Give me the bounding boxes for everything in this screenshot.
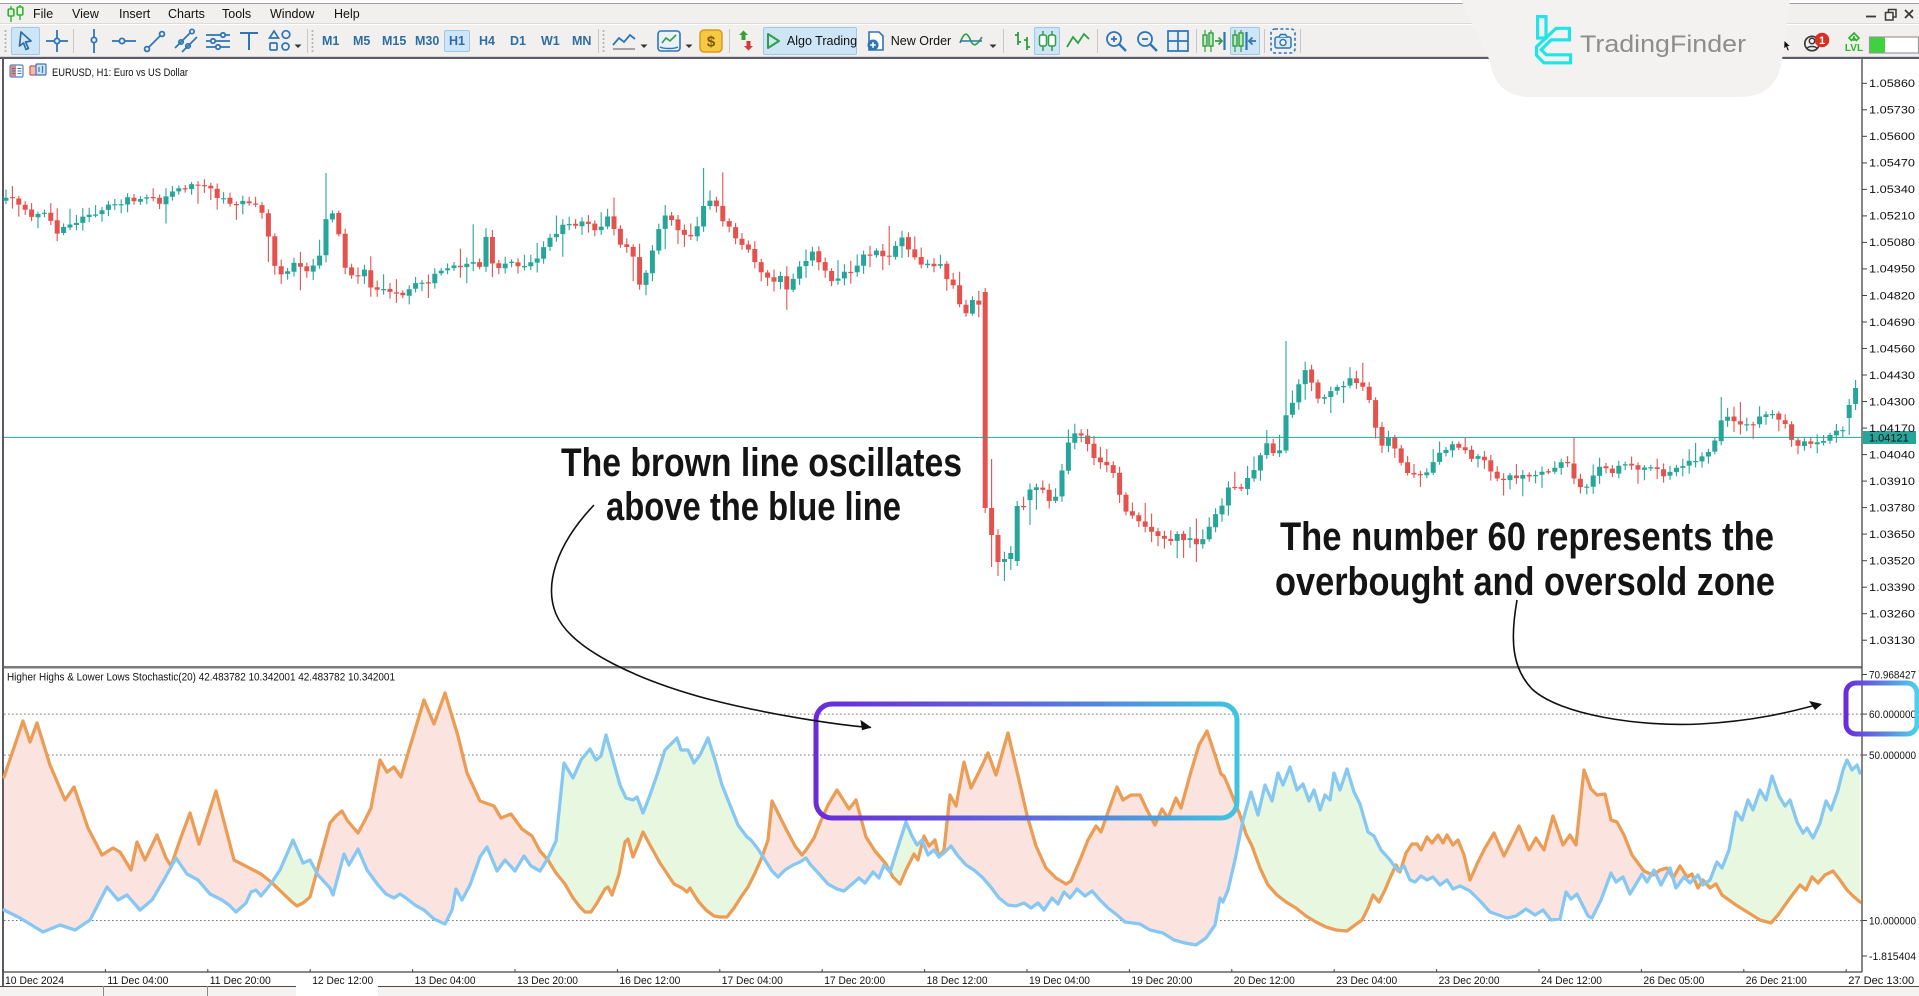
svg-text:1.04950: 1.04950	[1869, 264, 1915, 276]
svg-text:70.968427: 70.968427	[1869, 669, 1916, 681]
svg-text:1.05730: 1.05730	[1869, 105, 1915, 117]
svg-text:1.03650: 1.03650	[1869, 529, 1915, 541]
svg-text:1.04300: 1.04300	[1869, 396, 1915, 408]
svg-text:1.03520: 1.03520	[1869, 556, 1915, 568]
svg-text:1.04820: 1.04820	[1869, 290, 1915, 302]
svg-text:1.04430: 1.04430	[1869, 370, 1915, 382]
svg-text:TradingFinder: TradingFinder	[1580, 31, 1746, 58]
svg-text:11 Dec 04:00: 11 Dec 04:00	[107, 975, 168, 987]
svg-text:1.03260: 1.03260	[1869, 609, 1915, 621]
svg-text:27 Dec 13:00: 27 Dec 13:00	[1848, 975, 1914, 987]
svg-text:1.03910: 1.03910	[1869, 476, 1915, 488]
svg-text:13 Dec 04:00: 13 Dec 04:00	[415, 975, 476, 987]
svg-text:1.04121: 1.04121	[1869, 432, 1909, 444]
svg-text:1.05080: 1.05080	[1869, 237, 1915, 249]
svg-text:LVL: LVL	[1845, 43, 1863, 54]
svg-text:1: 1	[1819, 35, 1825, 47]
svg-text:1.05340: 1.05340	[1869, 184, 1915, 196]
svg-text:1.05600: 1.05600	[1869, 131, 1915, 143]
svg-text:16 Dec 12:00: 16 Dec 12:00	[619, 975, 680, 987]
svg-text:Higher Highs & Lower Lows Stoc: Higher Highs & Lower Lows Stochastic(20)…	[7, 672, 395, 684]
svg-text:24 Dec 12:00: 24 Dec 12:00	[1541, 975, 1602, 987]
svg-text:The brown line oscillates: The brown line oscillates	[561, 441, 962, 485]
svg-text:1.05860: 1.05860	[1869, 78, 1915, 90]
svg-text:overbought and oversold zone: overbought and oversold zone	[1275, 560, 1775, 604]
svg-text:26 Dec 21:00: 26 Dec 21:00	[1746, 975, 1807, 987]
svg-text:-1.815404: -1.815404	[1869, 951, 1916, 963]
svg-text:17 Dec 20:00: 17 Dec 20:00	[824, 975, 885, 987]
svg-text:17 Dec 04:00: 17 Dec 04:00	[722, 975, 783, 987]
svg-text:1.04690: 1.04690	[1869, 317, 1915, 329]
svg-text:18 Dec 12:00: 18 Dec 12:00	[927, 975, 988, 987]
svg-text:26 Dec 05:00: 26 Dec 05:00	[1643, 975, 1704, 987]
svg-text:10 Dec 2024: 10 Dec 2024	[5, 975, 64, 987]
svg-text:1.04170: 1.04170	[1869, 423, 1915, 435]
svg-text:$: $	[707, 34, 716, 51]
svg-text:20 Dec 12:00: 20 Dec 12:00	[1234, 975, 1295, 987]
svg-text:23 Dec 20:00: 23 Dec 20:00	[1439, 975, 1500, 987]
svg-text:1.03130: 1.03130	[1869, 635, 1915, 647]
svg-text:1.03390: 1.03390	[1869, 582, 1915, 594]
svg-text:11 Dec 20:00: 11 Dec 20:00	[210, 975, 271, 987]
svg-text:19 Dec 04:00: 19 Dec 04:00	[1029, 975, 1090, 987]
svg-text:1.04560: 1.04560	[1869, 343, 1915, 355]
svg-text:12 Dec 12:00: 12 Dec 12:00	[312, 975, 373, 987]
svg-text:1.04040: 1.04040	[1869, 449, 1915, 461]
svg-text:1.03780: 1.03780	[1869, 502, 1915, 514]
svg-text:10.000000: 10.000000	[1869, 915, 1916, 927]
svg-text:23 Dec 04:00: 23 Dec 04:00	[1336, 975, 1397, 987]
svg-text:19 Dec 20:00: 19 Dec 20:00	[1131, 975, 1192, 987]
svg-text:EURUSD, H1: Euro vs US Dollar: EURUSD, H1: Euro vs US Dollar	[52, 67, 188, 79]
svg-text:1.05470: 1.05470	[1869, 158, 1915, 170]
svg-text:The number 60 represents the: The number 60 represents the	[1280, 515, 1774, 559]
svg-text:60.000000: 60.000000	[1869, 709, 1916, 721]
svg-text:above the blue line: above the blue line	[606, 485, 901, 529]
svg-text:50.000000: 50.000000	[1869, 750, 1916, 762]
svg-text:1.05210: 1.05210	[1869, 211, 1915, 223]
svg-text:13 Dec 20:00: 13 Dec 20:00	[517, 975, 578, 987]
